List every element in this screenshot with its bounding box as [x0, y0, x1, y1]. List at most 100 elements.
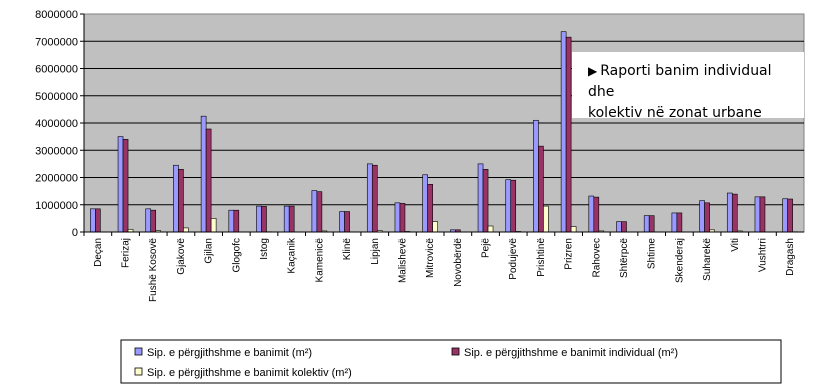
- x-tick-label: Skenderaj: [674, 238, 685, 283]
- bar: [205, 128, 212, 233]
- x-tick-label: Lipjan: [370, 238, 381, 265]
- x-tick-label: Gjakovë: [176, 238, 187, 275]
- bar: [150, 209, 157, 233]
- x-tick-label: Klinë: [342, 238, 353, 261]
- bar: [432, 221, 438, 233]
- bar: [643, 215, 650, 233]
- bar: [731, 193, 738, 233]
- bar: [676, 212, 683, 233]
- legend-label: Sip. e përgjithshme e banimit individual…: [464, 347, 678, 359]
- bar: [261, 206, 267, 233]
- bar: [570, 226, 577, 233]
- x-tick-label: Rahovec: [591, 238, 602, 277]
- y-tick-label: 3000000: [35, 145, 78, 157]
- x-tick-label: Mitrovicë: [425, 238, 436, 278]
- bar: [482, 169, 489, 233]
- legend-swatch: [134, 367, 143, 376]
- bar: [422, 174, 428, 233]
- bar: [699, 200, 705, 233]
- bar: [759, 196, 766, 233]
- x-tick-label: Novobërdë: [453, 238, 464, 287]
- bar: [787, 198, 793, 233]
- bar: [671, 212, 678, 233]
- bar: [178, 169, 184, 233]
- bar: [311, 190, 318, 233]
- y-tick-label: 5000000: [35, 91, 78, 103]
- x-tick-label: Podujevë: [508, 238, 519, 280]
- x-tick-label: Viti: [730, 238, 741, 252]
- x-tick-label: Dragash: [785, 238, 796, 276]
- bar: [210, 218, 217, 233]
- bar: [183, 227, 189, 233]
- x-tick-label: Shtime: [647, 238, 658, 270]
- y-axis: 8000000 7000000 6000000 5000000 4000000 30000…: [35, 9, 85, 239]
- bar: [704, 202, 710, 233]
- annotation-line-2: kolektiv në zonat urbane: [588, 105, 762, 121]
- bar: [200, 115, 207, 233]
- bar: [648, 215, 655, 233]
- bar: [621, 221, 627, 233]
- x-tick-label: Suharekë: [702, 238, 713, 281]
- y-tick-label: 4000000: [35, 118, 78, 130]
- x-tick-label: Fushë Kosovë: [148, 238, 159, 302]
- bar: [588, 195, 595, 233]
- x-tick-label: Istog: [259, 238, 270, 260]
- x-tick-label: Malishevë: [397, 238, 408, 283]
- bar: [754, 196, 761, 233]
- legend-label: Sip. e përgjithshme e banimit kolektiv (…: [147, 367, 352, 379]
- bar: [543, 205, 549, 233]
- triangle-right-icon: ▶: [588, 64, 598, 78]
- legend: Sip. e përgjithshme e banimit (m²) Sip. e…: [120, 339, 782, 384]
- y-tick-label: 2000000: [35, 173, 78, 185]
- bar: [427, 184, 433, 233]
- x-tick-label: Gjilan: [204, 238, 215, 264]
- x-axis: Deçan Ferizaj Fushë Kosovë Gjakovë Gjilan Glo…: [83, 231, 804, 302]
- bar: [510, 179, 517, 233]
- bar: [533, 119, 539, 233]
- x-tick-label: Glogofc: [231, 238, 242, 272]
- bar: [316, 191, 323, 233]
- bar: [371, 164, 378, 233]
- bar: [505, 179, 512, 233]
- x-tick-label: Vushtrri: [757, 238, 768, 272]
- legend-box: [120, 339, 782, 384]
- bar: [344, 211, 350, 233]
- legend-label: Sip. e përgjithshme e banimit (m²): [147, 347, 312, 359]
- y-tick-label: 6000000: [35, 64, 78, 76]
- x-tick-label: Kaçanik: [287, 237, 298, 274]
- bar: [256, 205, 262, 233]
- bar: [477, 163, 484, 233]
- legend-swatch: [451, 347, 460, 356]
- x-tick-label: Ferizaj: [121, 238, 132, 268]
- x-tick-label: Kamenicë: [314, 238, 325, 283]
- bar: [399, 203, 406, 233]
- annotation-text-1: Raporti banim individual dhe: [588, 63, 772, 100]
- y-tick-label: 8000000: [35, 9, 78, 21]
- x-tick-label: Shtërpcë: [619, 238, 630, 278]
- y-tick-label: 0: [72, 227, 78, 239]
- bars: [90, 31, 798, 233]
- legend-swatch: [134, 347, 143, 356]
- bar: [593, 196, 600, 233]
- bar: [616, 221, 622, 233]
- bar: [565, 36, 572, 233]
- bar: [538, 145, 544, 233]
- y-tick-label: 7000000: [35, 36, 78, 48]
- bar: [90, 208, 96, 233]
- bar: [283, 205, 290, 233]
- bar: [95, 208, 101, 233]
- bar: [339, 211, 345, 233]
- bar: [117, 136, 124, 233]
- bar: [233, 209, 240, 233]
- annotation-line-1: ▶ Raporti banim individual dhe: [588, 61, 796, 103]
- bar: [560, 31, 567, 233]
- bar: [288, 205, 295, 233]
- x-tick-label: Deçan: [93, 238, 104, 267]
- bar: [394, 202, 401, 233]
- bar: [173, 164, 179, 233]
- bar: [122, 139, 129, 233]
- bar: [487, 225, 494, 233]
- x-tick-label: Prishtinë: [536, 238, 547, 277]
- annotation-box: ▶ Raporti banim individual dhe kolektiv n…: [572, 52, 804, 121]
